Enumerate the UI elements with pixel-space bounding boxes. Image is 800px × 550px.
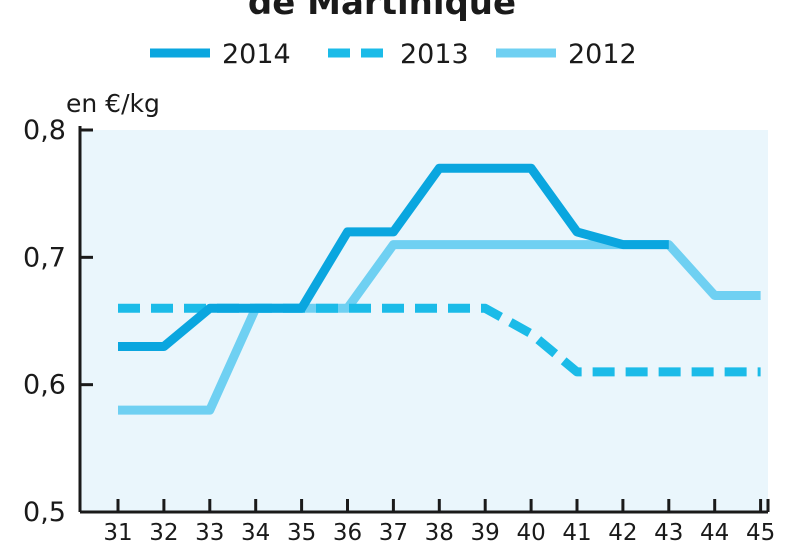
- x-tick-label: 44: [700, 520, 729, 546]
- series-layer: [118, 163, 761, 415]
- x-tick-label: 37: [379, 520, 408, 546]
- x-tick-label: 35: [287, 520, 316, 546]
- x-tick-label: 31: [103, 520, 132, 546]
- legend-label-2014: 2014: [222, 39, 291, 70]
- x-tick-label: 45: [746, 520, 775, 546]
- x-tick-label: 42: [608, 520, 637, 546]
- x-tick-label: 40: [516, 520, 545, 546]
- x-tick-label: 41: [562, 520, 591, 546]
- y-tick-label: 0,6: [23, 370, 66, 401]
- series-line-2014: [118, 163, 669, 351]
- legend-label-2012: 2012: [568, 39, 637, 70]
- x-tick-label: 32: [149, 520, 178, 546]
- x-tick-label: 43: [654, 520, 683, 546]
- y-tick-label: 0,5: [23, 497, 66, 528]
- x-tick-label: 39: [471, 520, 500, 546]
- x-tick-label: 34: [241, 520, 270, 546]
- x-tick-label: 38: [425, 520, 454, 546]
- legend-label-2013: 2013: [400, 39, 469, 70]
- x-tick-label: 36: [333, 520, 362, 546]
- y-axis-unit-label: en €/kg: [66, 89, 160, 118]
- chart-title: de Martinique: [248, 0, 516, 23]
- y-tick-label: 0,8: [23, 115, 66, 146]
- y-tick-label: 0,7: [23, 242, 66, 273]
- axes: 0,5 0,6 0,7 0,8 31 32 33 34 35 36 37 38 39 40 41 42 43 44…: [23, 115, 775, 546]
- legend: 2014 2013 2012: [150, 39, 637, 70]
- x-tick-label: 33: [195, 520, 224, 546]
